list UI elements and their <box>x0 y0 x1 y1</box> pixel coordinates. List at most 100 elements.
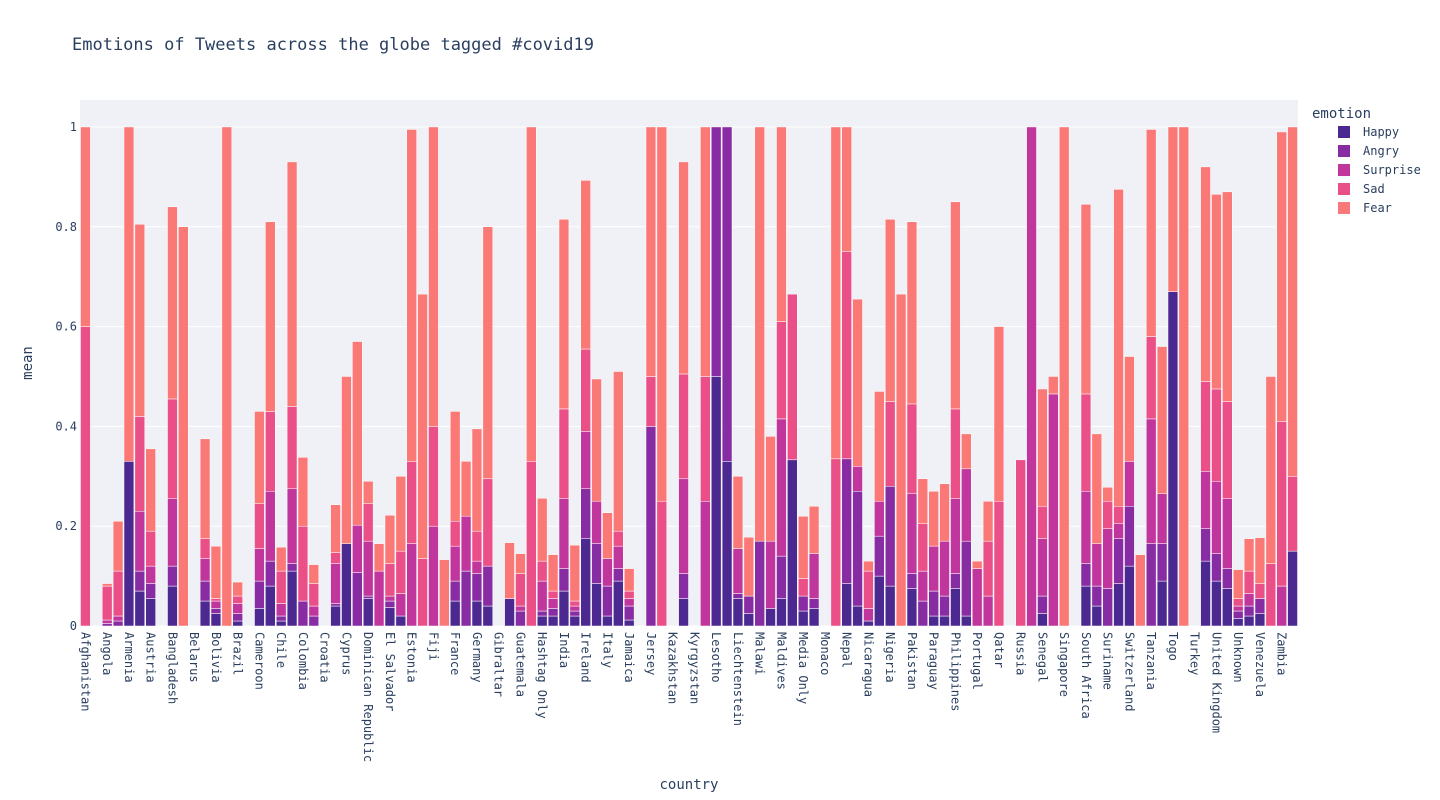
bar-segment <box>112 620 124 627</box>
bar-segment <box>950 498 961 574</box>
bar-segment <box>254 548 265 582</box>
bar-segment <box>1243 593 1255 607</box>
bar-segment <box>384 600 396 608</box>
bar-segment <box>330 552 341 564</box>
x-tick-label: Cyprus <box>339 632 353 675</box>
x-tick-label: Venezuela <box>1253 632 1267 697</box>
x-tick-label: Russia <box>1014 632 1028 675</box>
bar-segment <box>852 298 863 467</box>
y-tick-label: 0.2 <box>55 519 77 533</box>
bar-segment <box>1080 563 1092 587</box>
bar-segment <box>460 570 472 627</box>
x-tick-label: Suriname <box>1101 632 1115 690</box>
bar-segment <box>515 610 526 627</box>
bar-segment <box>961 615 972 627</box>
bar-segment <box>798 595 809 612</box>
bar-segment <box>1233 569 1244 599</box>
bar-segment <box>330 603 341 607</box>
legend-label: Surprise <box>1363 163 1421 177</box>
x-tick-label: Angola <box>100 632 114 675</box>
bar-segment <box>537 610 548 617</box>
bar-segment <box>471 530 483 562</box>
x-tick-label: Paraguay <box>927 632 941 690</box>
bar-segment <box>982 540 994 597</box>
bar-segment <box>678 573 689 599</box>
bar-segment <box>102 583 113 587</box>
bar-segment <box>580 488 591 539</box>
bar-segment <box>1113 538 1124 584</box>
bar-segment <box>645 376 657 427</box>
bar-segment <box>732 476 744 549</box>
bar-segment <box>1254 537 1266 584</box>
bar-segment <box>939 595 950 617</box>
bar-segment <box>547 615 559 627</box>
bar-segment <box>199 538 211 559</box>
bar-segment <box>917 600 928 627</box>
bar-segment <box>471 560 483 574</box>
bar-segment <box>145 530 156 567</box>
bar-segment <box>732 548 744 594</box>
bar-segment <box>678 373 689 480</box>
x-tick-label: El Salvador <box>383 632 397 711</box>
bar-segment <box>286 563 298 572</box>
bar-segment <box>1167 126 1179 292</box>
bar-segment <box>1059 126 1070 627</box>
bar-segment <box>743 613 754 627</box>
bar-segment <box>950 201 961 410</box>
bar-segment <box>297 457 309 527</box>
bar-segment <box>1102 588 1113 627</box>
bar-segment <box>743 536 754 597</box>
bar-segment <box>950 573 961 589</box>
bar-segment <box>852 491 863 607</box>
bar-segment <box>700 376 711 502</box>
bar-segment <box>754 126 765 542</box>
bar-segment <box>874 391 885 502</box>
bar-segment <box>776 598 787 627</box>
bar-segment <box>961 540 972 617</box>
bar-segment <box>1146 336 1157 420</box>
bar-segment <box>515 553 526 574</box>
bar-segment <box>558 498 570 569</box>
bar-segment <box>569 610 580 617</box>
bar-segment <box>982 595 994 627</box>
bar-segment <box>1222 401 1233 499</box>
bar-segment <box>417 293 428 559</box>
x-tick-label: Togo <box>1166 632 1180 661</box>
bar-segment <box>928 545 939 592</box>
labels: 0 0.2 0.4 0.6 0.8 1 Afghanistan Angola Armenia Au… <box>55 120 1288 762</box>
bar-segment <box>732 598 744 627</box>
x-tick-label: Lesotho <box>709 632 723 683</box>
bar-segment <box>254 411 265 504</box>
bar-segment <box>547 590 559 599</box>
bar-segment <box>1211 553 1222 582</box>
bar-segment <box>1233 610 1244 619</box>
x-tick-label: United Kingdom <box>1209 632 1223 733</box>
bar-segment <box>1124 461 1135 507</box>
legend-swatch <box>1338 183 1350 195</box>
x-tick-label: Philippines <box>948 632 962 711</box>
x-tick-label: Senegal <box>1035 632 1049 683</box>
bar-segment <box>950 408 961 499</box>
bar-segment <box>558 590 570 627</box>
bar-segment <box>700 126 711 377</box>
bar-segment <box>580 180 591 350</box>
bar-segment <box>537 560 548 582</box>
bar-segment <box>917 523 928 572</box>
bar-segment <box>504 542 515 599</box>
bar-segment <box>602 512 613 559</box>
x-tick-label: Bangladesh <box>165 632 179 704</box>
bar-segment <box>167 498 178 567</box>
bar-segment <box>471 600 483 627</box>
bar-segment <box>450 411 461 522</box>
bar-segment <box>711 126 722 377</box>
bar-segment <box>460 461 472 517</box>
x-tick-label: Ireland <box>579 632 593 683</box>
bar-segment <box>1113 505 1124 524</box>
x-tick-label: Colombia <box>296 632 310 690</box>
bar-segment <box>624 568 635 592</box>
bar-segment <box>1037 388 1048 507</box>
bar-segment <box>134 224 145 417</box>
bar-segment <box>1146 418 1157 544</box>
bar-segment <box>874 535 885 577</box>
bar-segment <box>286 406 298 490</box>
